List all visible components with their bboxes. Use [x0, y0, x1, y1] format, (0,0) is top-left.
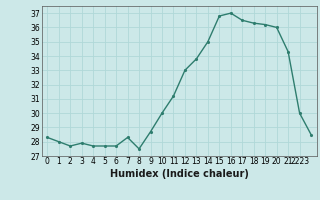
X-axis label: Humidex (Indice chaleur): Humidex (Indice chaleur) — [110, 169, 249, 179]
